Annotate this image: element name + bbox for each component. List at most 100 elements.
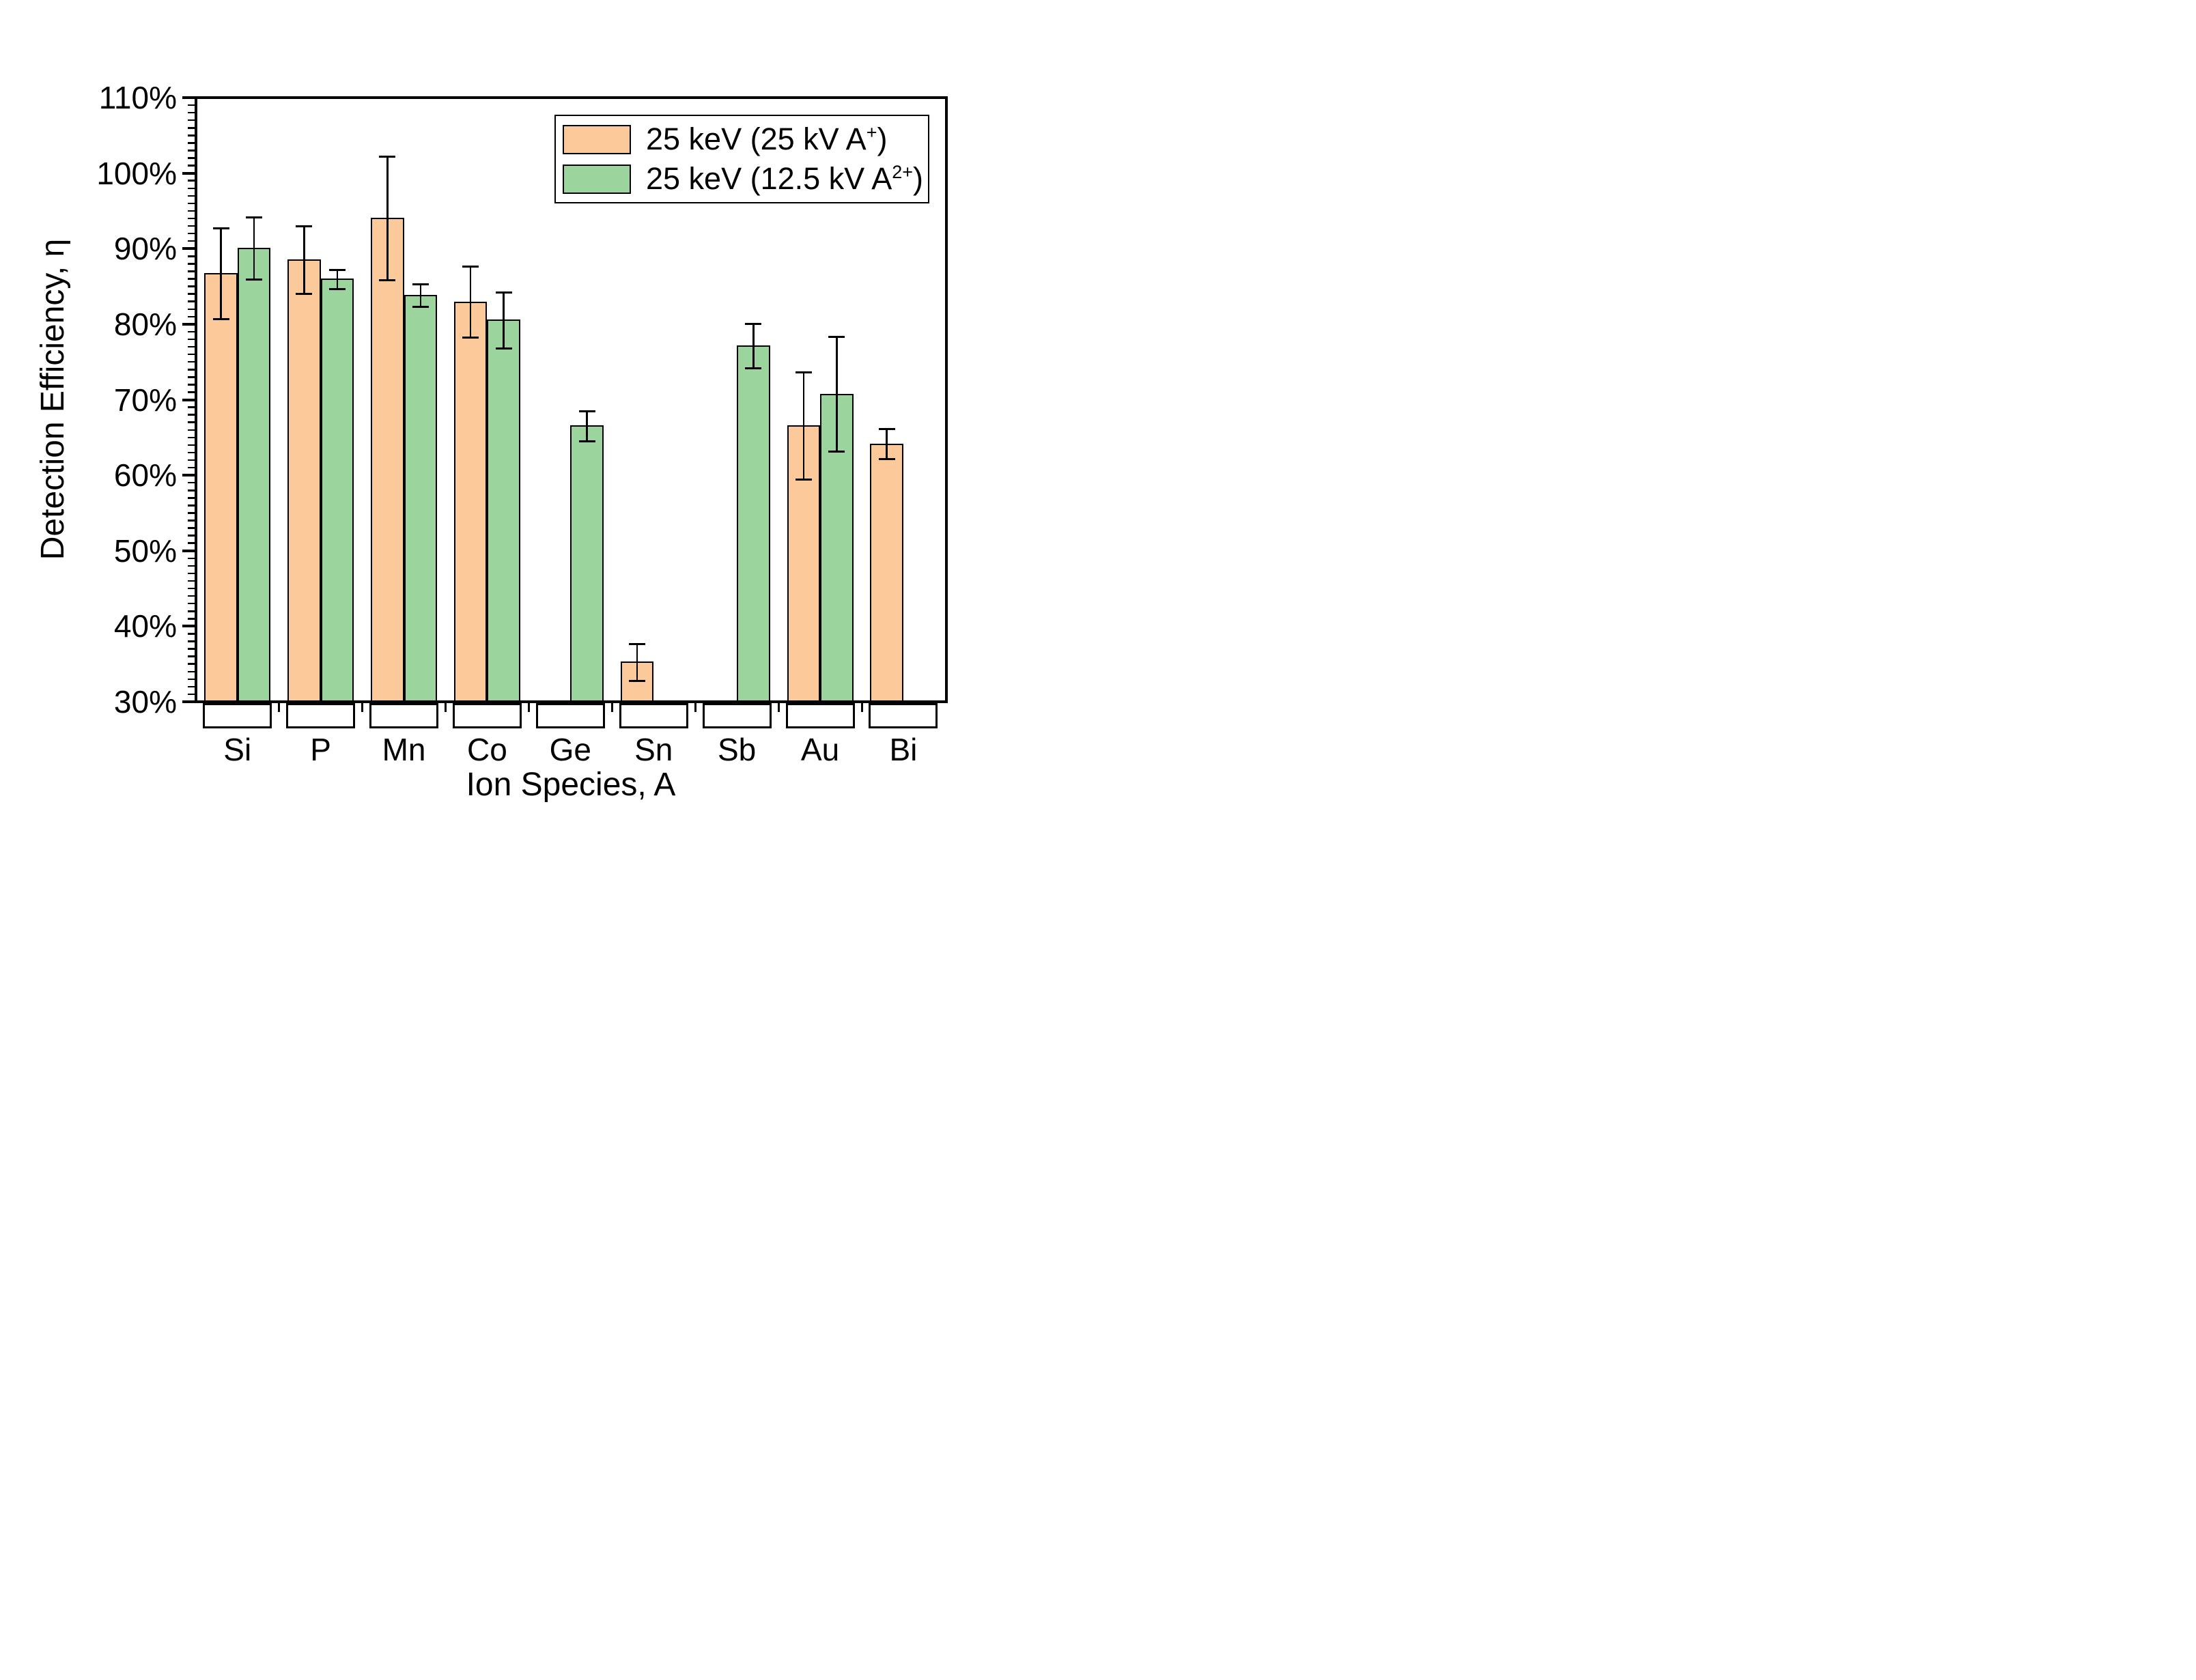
- y-axis-minor-tick: [188, 414, 195, 416]
- y-axis-minor-tick: [188, 572, 195, 575]
- y-axis-minor-tick: [188, 693, 195, 696]
- error-bar-Ge-series2: [586, 411, 588, 442]
- y-axis-minor-tick: [188, 655, 195, 657]
- y-axis-minor-tick: [188, 187, 195, 189]
- category-label-Bi: Bi: [889, 732, 918, 767]
- error-bar-Sn-series1: [636, 644, 638, 681]
- legend-item-2: 25 keV (12.5 kV A2+): [563, 162, 928, 196]
- y-axis-minor-tick: [188, 384, 195, 386]
- x-axis-tick: [777, 703, 780, 712]
- y-axis-minor-tick: [188, 459, 195, 461]
- y-axis-minor-tick: [188, 610, 195, 612]
- y-axis-minor-tick: [188, 466, 195, 469]
- category-label-Sn: Sn: [634, 732, 673, 767]
- y-axis-minor-tick: [188, 663, 195, 665]
- x-axis-tick: [694, 703, 696, 712]
- error-cap-bottom-Si-series1: [212, 317, 229, 320]
- y-axis-minor-tick: [188, 180, 195, 182]
- error-bar-Si-series1: [220, 228, 222, 319]
- bar-Si-series2: [237, 248, 271, 702]
- category-label-Si: Si: [223, 732, 252, 767]
- error-cap-top-Si-series1: [212, 227, 229, 229]
- category-label-P: P: [310, 732, 331, 767]
- y-axis-minor-tick: [188, 451, 195, 454]
- legend-swatch-2: [563, 164, 631, 194]
- error-cap-bottom-Co-series2: [495, 347, 512, 350]
- x-axis-tick: [860, 703, 863, 712]
- error-bar-Bi-series1: [886, 429, 888, 459]
- y-axis-minor-tick: [188, 217, 195, 220]
- y-axis-minor-tick: [188, 497, 195, 499]
- y-axis-minor-tick: [188, 580, 195, 582]
- y-tick-label-40: 40%: [113, 608, 177, 644]
- legend: 25 keV (25 kV A+) 25 keV (12.5 kV A2+): [554, 115, 929, 203]
- y-axis-minor-tick: [188, 353, 195, 356]
- category-box-Sb: [702, 703, 772, 728]
- y-axis-minor-tick: [188, 345, 195, 348]
- y-tick-label-110: 110%: [98, 80, 177, 115]
- y-axis-minor-tick: [188, 376, 195, 378]
- category-box-Ge: [535, 703, 605, 728]
- error-bar-Mn-series2: [419, 284, 422, 307]
- category-box-Sn: [619, 703, 688, 728]
- error-cap-top-Ge-series2: [578, 410, 595, 412]
- legend-label-1: 25 keV (25 kV A+): [646, 122, 888, 156]
- error-bar-Si-series2: [253, 217, 255, 280]
- y-axis-minor-tick: [188, 278, 195, 280]
- error-cap-top-P-series1: [296, 225, 313, 227]
- bar-Co-series2: [487, 319, 520, 702]
- y-axis-minor-tick: [188, 270, 195, 272]
- x-axis-tick: [527, 703, 530, 712]
- y-axis-minor-tick: [188, 202, 195, 205]
- y-axis-minor-tick: [188, 535, 195, 537]
- error-cap-top-Bi-series1: [878, 428, 895, 431]
- y-axis-minor-tick: [188, 565, 195, 567]
- category-box-Si: [203, 703, 272, 728]
- y-axis-minor-tick: [188, 285, 195, 287]
- y-axis-minor-tick: [188, 429, 195, 431]
- category-label-Co: Co: [467, 732, 507, 767]
- error-bar-Au-series1: [802, 372, 805, 480]
- y-axis-minor-tick: [188, 557, 195, 560]
- bar-Co-series1: [453, 301, 488, 702]
- error-cap-top-Mn-series2: [412, 283, 429, 285]
- category-label-Au: Au: [800, 732, 840, 767]
- error-cap-bottom-Ge-series2: [578, 440, 595, 442]
- y-axis-minor-tick: [188, 618, 195, 620]
- y-axis-minor-tick: [188, 360, 195, 363]
- y-axis-title: Detection Efficiency, η: [35, 238, 71, 560]
- y-axis-minor-tick: [188, 111, 195, 114]
- category-box-Au: [785, 703, 855, 728]
- bar-P-series1: [287, 259, 321, 702]
- y-axis-major-tick-110: [182, 96, 195, 99]
- error-cap-bottom-Mn-series1: [379, 279, 396, 282]
- y-axis-minor-tick: [188, 142, 195, 144]
- y-axis-minor-tick: [188, 542, 195, 544]
- bar-Mn-series2: [404, 294, 438, 702]
- error-cap-top-Au-series1: [795, 371, 812, 374]
- error-cap-bottom-Sn-series1: [629, 679, 645, 682]
- legend-item-1: 25 keV (25 kV A+): [563, 122, 928, 156]
- error-cap-top-Co-series2: [495, 291, 512, 294]
- category-label-Sb: Sb: [718, 732, 757, 767]
- y-axis-major-tick-100: [182, 171, 195, 175]
- error-cap-bottom-Sb-series2: [745, 367, 762, 369]
- y-axis-minor-tick: [188, 444, 195, 446]
- chart-figure: 30% 40% 50% 60% 70% 80% 90% 100% 110% Si P Mn Co Ge S…: [0, 0, 1098, 840]
- y-axis-minor-tick: [188, 678, 195, 681]
- bar-Ge-series2: [570, 425, 604, 702]
- error-cap-bottom-Co-series1: [462, 337, 479, 339]
- y-axis-minor-tick: [188, 300, 195, 302]
- y-axis-minor-tick: [188, 633, 195, 635]
- error-cap-top-Mn-series1: [379, 155, 396, 158]
- y-axis-minor-tick: [188, 481, 195, 484]
- y-axis-minor-tick: [188, 150, 195, 152]
- y-tick-label-70: 70%: [113, 382, 177, 418]
- y-axis-minor-tick: [188, 225, 195, 227]
- y-axis-major-tick-50: [182, 549, 195, 552]
- y-axis-minor-tick: [188, 232, 195, 235]
- category-box-Co: [452, 703, 522, 728]
- error-bar-P-series1: [303, 226, 305, 294]
- y-axis-minor-tick: [188, 293, 195, 295]
- y-tick-label-90: 90%: [113, 231, 177, 267]
